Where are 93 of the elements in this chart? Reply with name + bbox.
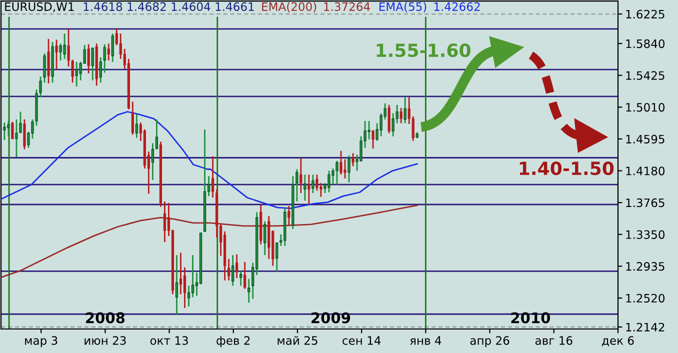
candlestick <box>227 258 230 282</box>
candlestick <box>135 113 138 139</box>
candlestick <box>392 112 394 137</box>
candlestick <box>244 261 246 290</box>
annotation: 2008 <box>86 312 125 324</box>
annotation: 1.42662 <box>434 2 480 11</box>
candlestick <box>236 254 238 279</box>
candlestick <box>107 42 110 62</box>
candlestick <box>23 118 26 150</box>
chart-title: EURUSD,W1 <box>5 2 74 12</box>
candlestick <box>103 44 106 74</box>
candlestick <box>55 39 58 70</box>
candlestick <box>288 205 290 227</box>
y-tick-label: 1.5425 <box>626 71 664 80</box>
candlestick <box>316 174 318 192</box>
candlestick <box>111 32 114 63</box>
x-tick-label: май 25 <box>278 336 318 345</box>
candlestick <box>47 38 50 84</box>
candlestick <box>63 32 66 60</box>
candlestick <box>352 152 354 167</box>
candlestick <box>211 156 214 198</box>
x-tick-label: окт 13 <box>150 336 188 345</box>
x-tick-label: фев 2 <box>216 336 250 348</box>
candlestick <box>344 158 346 180</box>
candlestick <box>151 142 154 181</box>
candlestick <box>155 118 158 150</box>
candlestick <box>175 254 178 315</box>
candlestick <box>240 270 242 286</box>
candlestick <box>99 56 102 84</box>
candlestick <box>380 112 382 137</box>
y-tick-label: 1.6225 <box>626 10 664 19</box>
candlestick <box>43 52 46 84</box>
candlestick <box>19 111 22 134</box>
x-tick-label: мар 3 <box>25 336 58 348</box>
annotation: 2010 <box>511 312 550 324</box>
x-tick-label: авг 16 <box>535 336 572 345</box>
text: EMA(55) <box>380 2 426 12</box>
candlestick <box>388 104 390 134</box>
candlestick <box>187 285 190 308</box>
candlestick <box>39 76 42 98</box>
candlestick <box>276 242 278 272</box>
candlestick <box>404 96 406 124</box>
candlestick <box>348 154 350 183</box>
y-tick-label: 1.3765 <box>626 198 664 208</box>
candlestick <box>59 42 62 62</box>
candlestick <box>264 220 266 256</box>
text: EMA(200) <box>262 2 316 12</box>
candlestick <box>91 46 94 82</box>
candlestick <box>312 174 314 194</box>
candlestick <box>183 266 186 309</box>
y-tick-label: 1.2520 <box>626 294 665 303</box>
candlestick <box>320 182 322 198</box>
candlestick <box>75 61 78 88</box>
candlestick <box>372 129 374 150</box>
candlestick <box>308 174 310 206</box>
chart-subtitle: 1.4618 1.4682 1.4604 1.4661 <box>84 2 254 11</box>
candlestick <box>328 170 330 193</box>
line-series <box>1 204 418 278</box>
y-tick-label: 1.5840 <box>626 39 665 48</box>
x-tick-label: дек 6 <box>602 336 634 346</box>
candlestick <box>87 44 90 74</box>
y-tick-label: 1.2142 <box>626 322 664 332</box>
candlestick <box>336 160 338 186</box>
candlestick <box>71 58 74 84</box>
y-tick-label: 1.5010 <box>626 102 665 112</box>
y-tick-label: 1.4595 <box>626 134 664 144</box>
candlestick <box>400 107 402 124</box>
candlestick <box>7 120 10 137</box>
candlestick <box>67 28 70 68</box>
candlestick <box>300 157 302 194</box>
y-tick-label: 1.4180 <box>626 166 665 176</box>
annotation: 1.37264 <box>324 2 370 11</box>
candlestick <box>191 254 194 298</box>
candlestick <box>15 118 18 158</box>
candlestick <box>11 121 14 140</box>
annotation: 1.40-1.50 <box>520 162 614 176</box>
candlestick <box>248 278 250 304</box>
x-tick-label: сен 14 <box>342 336 381 345</box>
x-tick-label: янв 4 <box>410 336 442 345</box>
y-tick-label: 1.2935 <box>626 262 664 271</box>
candlestick <box>340 150 342 176</box>
candlestick <box>368 120 370 140</box>
y-tick-label: 1.3350 <box>626 230 665 239</box>
x-tick-label: апр 26 <box>470 336 510 348</box>
line-series <box>1 111 418 210</box>
candlestick <box>3 122 6 141</box>
annotation: 2009 <box>312 312 350 324</box>
candlestick <box>304 174 306 202</box>
x-tick-label: июн 23 <box>84 336 126 345</box>
candlestick <box>232 254 234 286</box>
candlestick <box>163 200 166 243</box>
candlestick <box>131 101 134 136</box>
candlestick <box>179 252 182 295</box>
